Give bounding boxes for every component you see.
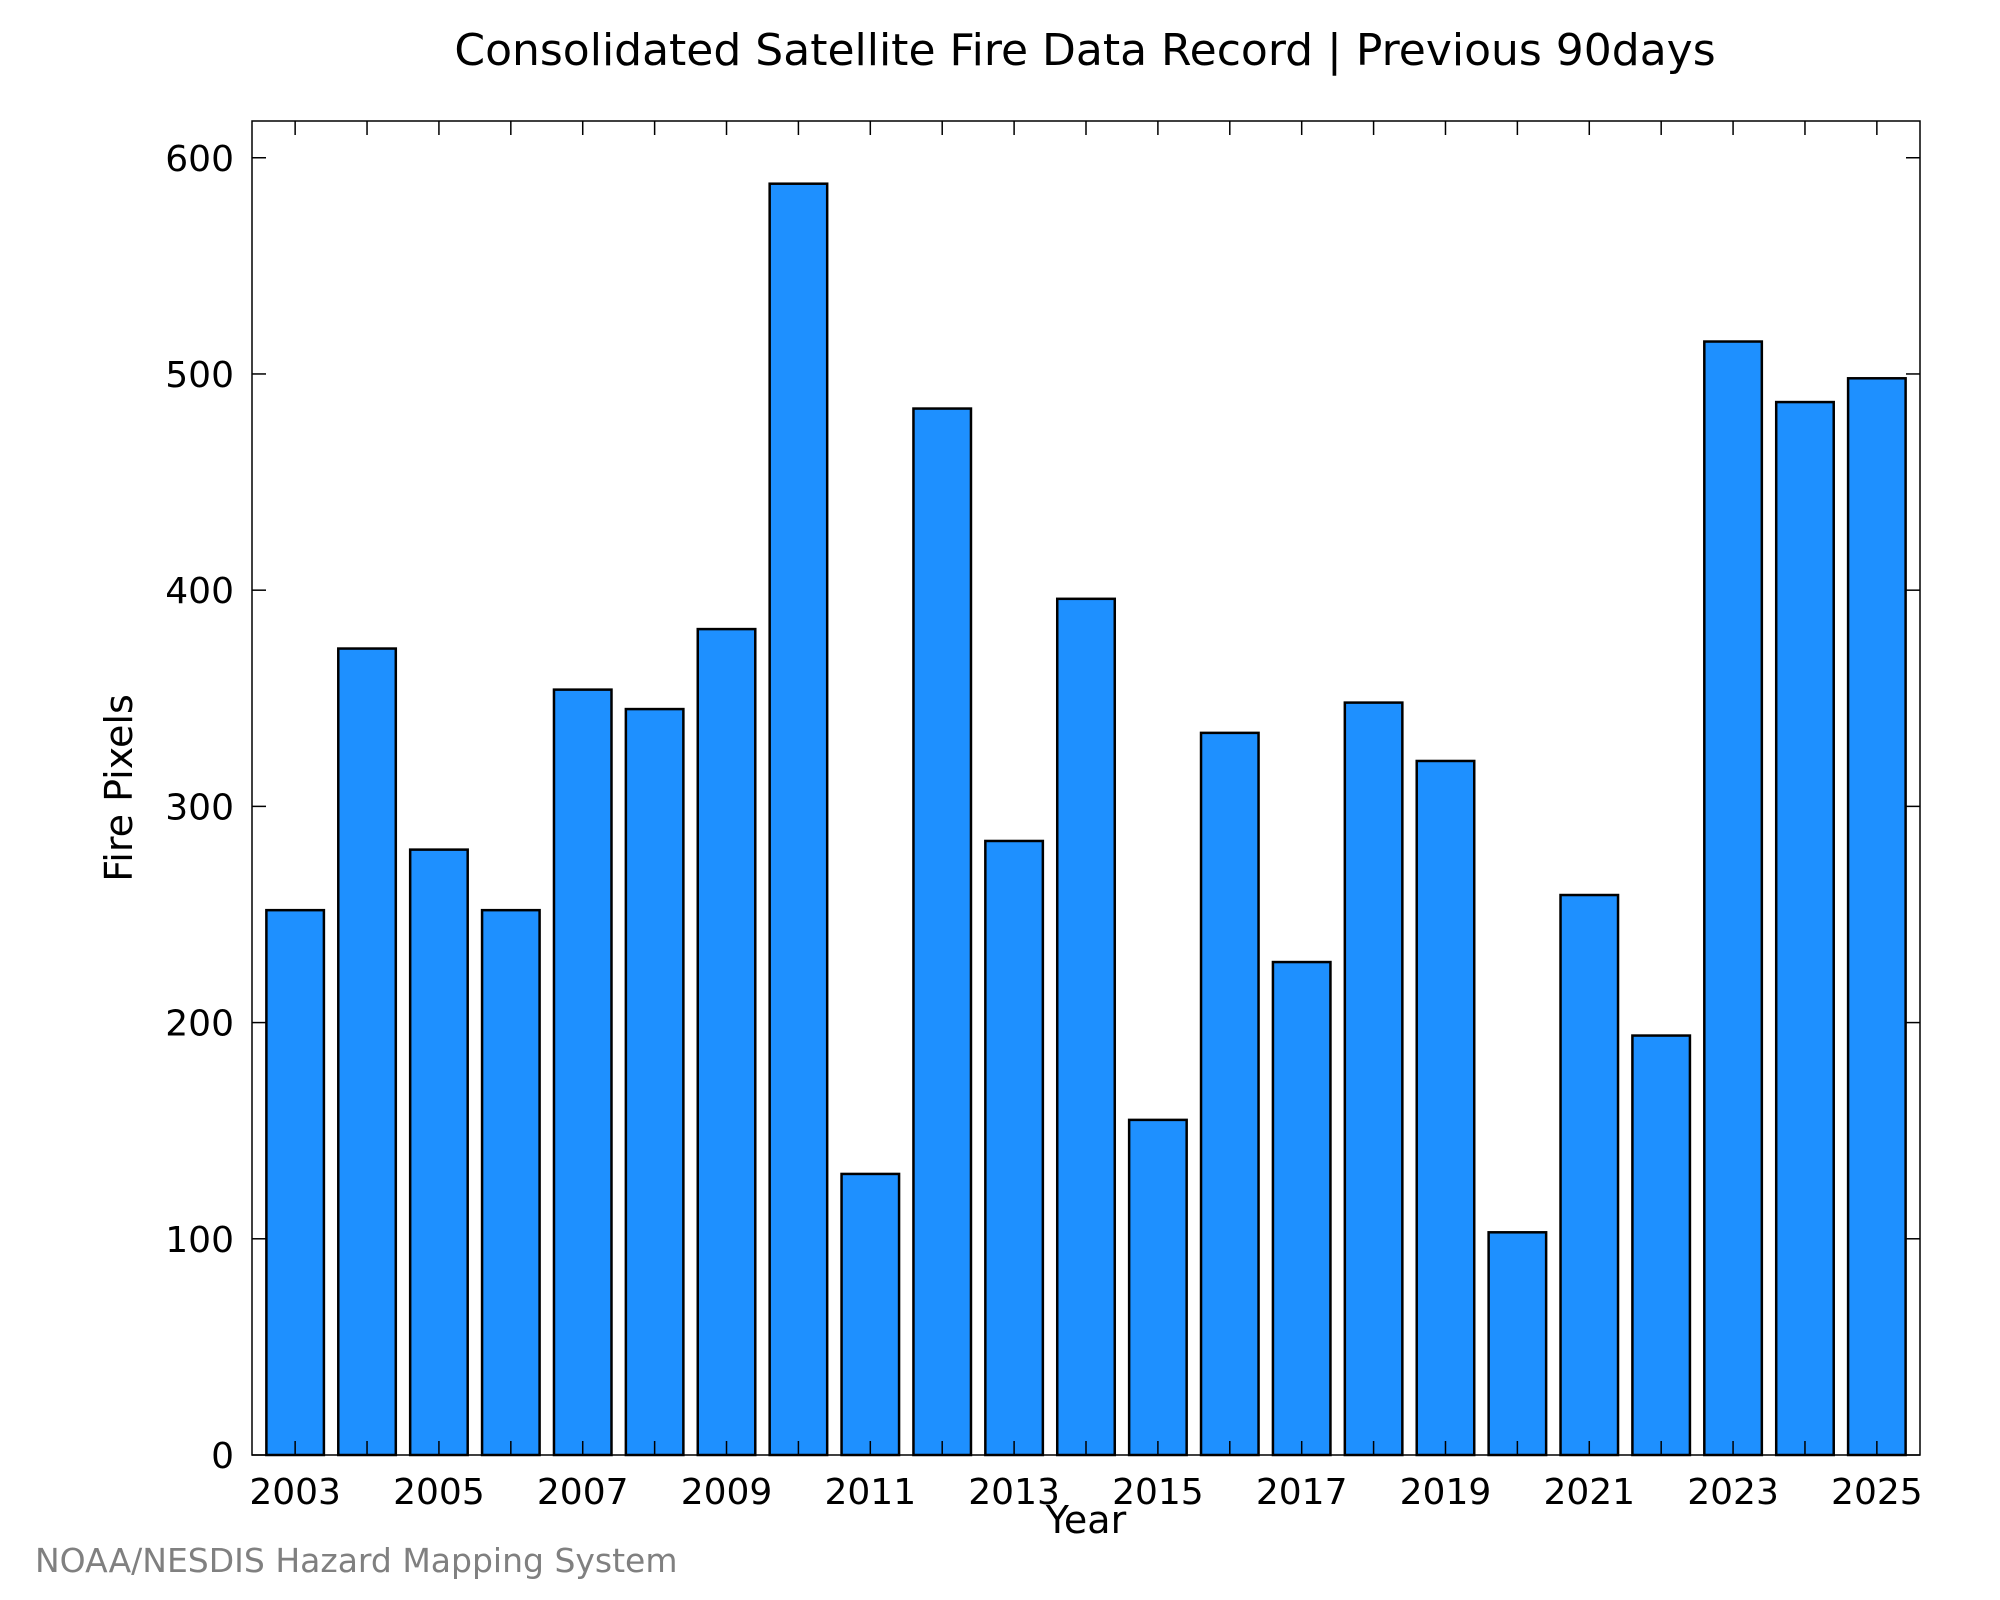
bar-2023 — [1703, 340, 1764, 1457]
x-tick-label-2011: 2011 — [824, 1472, 916, 1513]
source-credit: NOAA/NESDIS Hazard Mapping System — [35, 1541, 678, 1580]
bar-2006 — [480, 908, 541, 1457]
x-tick-label-2013: 2013 — [968, 1472, 1060, 1513]
bar-2003 — [265, 908, 326, 1457]
x-axis-ticks: 2003 2005 2007 2009 2011 2013 2015 2017 2019 2021… — [249, 121, 1923, 1513]
bar-2009 — [696, 627, 757, 1457]
x-tick-label-2005: 2005 — [393, 1472, 485, 1513]
bar-2021 — [1559, 893, 1620, 1457]
bar-2025 — [1846, 377, 1907, 1457]
bar-2016 — [1199, 731, 1260, 1457]
bar-2013 — [984, 839, 1045, 1457]
chart-title: Consolidated Satellite Fire Data Record … — [454, 25, 1715, 76]
x-tick-label-2025: 2025 — [1831, 1472, 1923, 1513]
x-tick-label-2019: 2019 — [1400, 1472, 1492, 1513]
y-axis-ticks: 0 100 200 300 400 500 600 — [165, 139, 1920, 1477]
bars — [265, 182, 1907, 1457]
y-tick-label-300: 300 — [165, 787, 234, 828]
x-tick-label-2015: 2015 — [1112, 1472, 1204, 1513]
bar-2005 — [408, 848, 469, 1457]
y-tick-label-0: 0 — [211, 1436, 234, 1477]
x-tick-label-2007: 2007 — [537, 1472, 629, 1513]
y-tick-label-400: 400 — [165, 571, 234, 612]
bar-2022 — [1631, 1034, 1692, 1457]
bar-2010 — [768, 182, 829, 1457]
bar-2014 — [1055, 597, 1117, 1457]
bar-2015 — [1127, 1118, 1188, 1457]
bar-2007 — [552, 688, 613, 1457]
x-tick-label-2023: 2023 — [1687, 1472, 1779, 1513]
x-tick-label-2017: 2017 — [1256, 1472, 1348, 1513]
y-tick-label-200: 200 — [165, 1004, 234, 1045]
bar-2008 — [624, 707, 685, 1457]
bar-2024 — [1774, 400, 1835, 1457]
bar-2017 — [1271, 960, 1332, 1457]
bar-2004 — [337, 647, 398, 1457]
bar-2012 — [912, 407, 973, 1457]
bar-2020 — [1487, 1231, 1548, 1457]
x-tick-label-2021: 2021 — [1543, 1472, 1635, 1513]
x-axis-label: Year — [1045, 1498, 1127, 1542]
bar-2011 — [840, 1172, 901, 1457]
y-axis-label: Fire Pixels — [97, 694, 141, 882]
x-tick-label-2009: 2009 — [681, 1472, 773, 1513]
y-tick-label-600: 600 — [165, 139, 234, 180]
bar-2018 — [1343, 701, 1404, 1457]
y-tick-label-100: 100 — [165, 1220, 234, 1261]
x-tick-label-2003: 2003 — [249, 1472, 341, 1513]
bar-2019 — [1415, 759, 1476, 1457]
y-tick-label-500: 500 — [165, 355, 234, 396]
